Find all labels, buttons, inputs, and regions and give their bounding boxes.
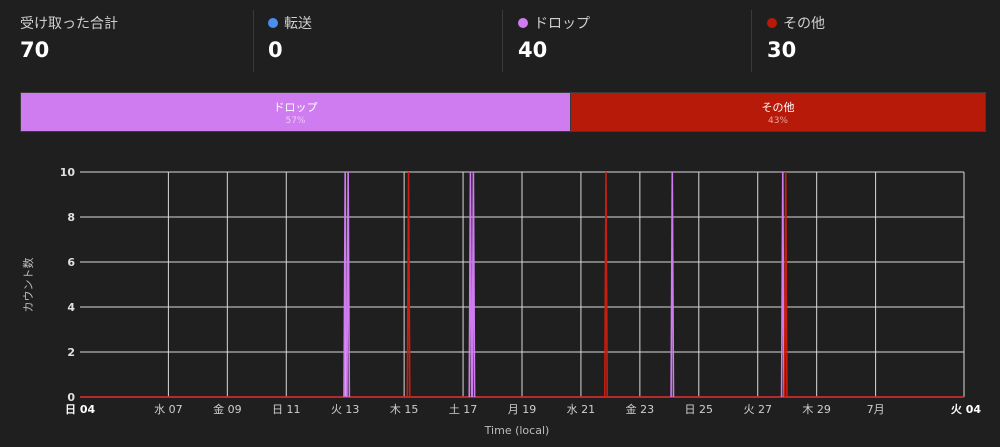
share-segment-percent: 57% (285, 116, 306, 126)
share-segment-name: ドロップ (273, 101, 318, 114)
stat-dropped-value: 40 (518, 38, 548, 62)
spike-mark (670, 171, 675, 398)
stat-forwarded: 転送 0 (268, 0, 498, 72)
spike-mark (471, 171, 476, 398)
x-tick-label: 火 13 (331, 403, 360, 416)
spike-mark (346, 171, 351, 398)
y-tick-label: 10 (60, 166, 76, 179)
dropped-dot-icon (518, 18, 528, 28)
stat-divider (502, 10, 503, 72)
spike-mark (783, 171, 788, 398)
y-tick-label: 8 (67, 211, 75, 224)
y-axis-label: カウント数 (22, 258, 35, 313)
x-axis-label: Time (local) (484, 424, 550, 437)
x-tick-label: 水 21 (567, 403, 596, 416)
share-segment-name: その他 (761, 101, 795, 114)
x-tick-label: 木 29 (802, 403, 831, 416)
x-tick-label: 日 11 (272, 403, 301, 416)
y-tick-label: 0 (67, 391, 75, 404)
summary-stats: 受け取った合計 70 転送 0 ドロップ 40 その他 30 (0, 0, 1000, 80)
x-tick-label: 月 19 (508, 403, 537, 416)
stat-forwarded-value: 0 (268, 38, 283, 62)
stat-forwarded-header: 転送 (268, 13, 312, 33)
spike-mark (780, 171, 785, 398)
x-tick-label: 日 04 (65, 403, 95, 416)
share-segment-percent: 43% (767, 116, 788, 126)
x-tick-label: 日 25 (685, 403, 714, 416)
y-tick-label: 4 (67, 301, 75, 314)
spike-mark (343, 171, 348, 398)
stat-divider (751, 10, 752, 72)
x-tick-label: 7月 (867, 403, 885, 416)
stat-dropped-label: ドロップ (534, 16, 590, 32)
stat-other: その他 30 (767, 0, 987, 72)
x-tick-label: 火 04 (951, 403, 981, 416)
x-tick-label: 水 07 (154, 403, 183, 416)
share-bar-segment-dropped[interactable]: ドロップ 57% (21, 93, 570, 131)
spike-mark (468, 171, 473, 398)
x-tick-label: 火 27 (743, 403, 772, 416)
stat-dropped: ドロップ 40 (518, 0, 748, 72)
stat-other-value: 30 (767, 38, 797, 62)
share-bar-segment-other[interactable]: その他 43% (570, 93, 985, 131)
y-tick-label: 6 (67, 256, 75, 269)
stat-total-value: 70 (20, 38, 50, 62)
share-bar: ドロップ 57% その他 43% (20, 92, 986, 132)
x-tick-label: 金 23 (626, 402, 655, 416)
x-tick-label: 土 17 (449, 403, 478, 416)
forwarded-dot-icon (268, 18, 278, 28)
stat-total-label: 受け取った合計 (20, 16, 118, 32)
stat-divider (253, 10, 254, 72)
stat-other-label: その他 (783, 16, 825, 32)
x-tick-label: 木 15 (390, 403, 419, 416)
stat-forwarded-label: 転送 (284, 16, 312, 32)
stat-total: 受け取った合計 70 (20, 0, 250, 72)
stat-dropped-header: ドロップ (518, 13, 590, 33)
spike-mark (603, 171, 608, 398)
stat-other-header: その他 (767, 13, 825, 33)
x-tick-label: 金 09 (213, 402, 242, 416)
spike-mark (406, 171, 411, 398)
other-dot-icon (767, 18, 777, 28)
y-tick-label: 2 (67, 346, 75, 359)
